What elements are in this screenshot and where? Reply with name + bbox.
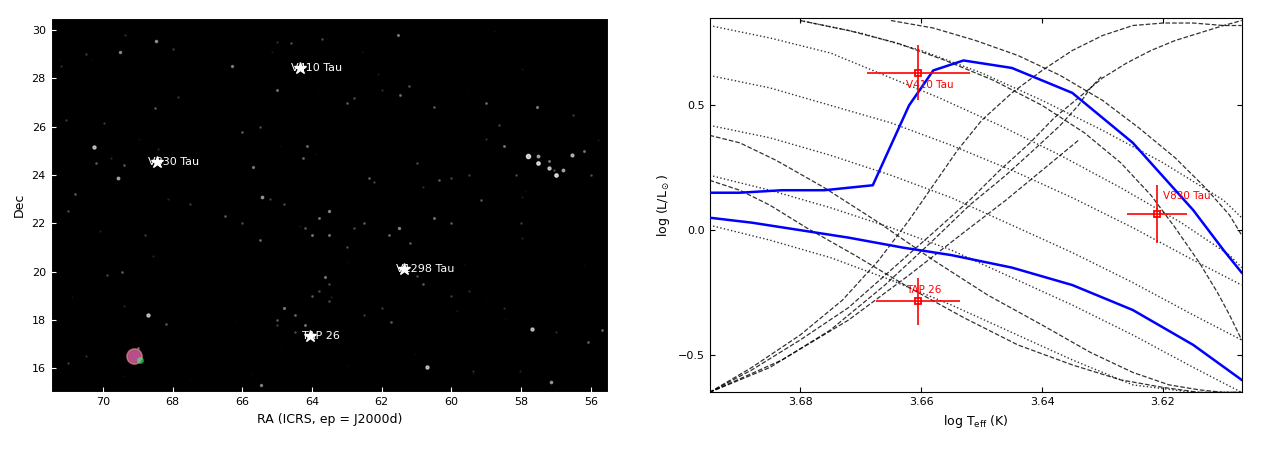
- Text: V1298 Tau: V1298 Tau: [395, 264, 454, 274]
- Y-axis label: Dec: Dec: [13, 193, 27, 217]
- Text: V830 Tau: V830 Tau: [148, 157, 199, 167]
- Text: TAP 26: TAP 26: [302, 331, 340, 341]
- Text: TAP 26: TAP 26: [906, 285, 941, 295]
- Text: V410 Tau: V410 Tau: [291, 63, 342, 73]
- Y-axis label: log (L/L$_\odot$): log (L/L$_\odot$): [655, 174, 672, 237]
- Text: V410 Tau: V410 Tau: [906, 80, 954, 90]
- X-axis label: log T$_\mathrm{eff}$ (K): log T$_\mathrm{eff}$ (K): [943, 413, 1009, 430]
- X-axis label: RA (ICRS, ep = J2000d): RA (ICRS, ep = J2000d): [257, 413, 402, 426]
- Text: V830 Tau: V830 Tau: [1163, 192, 1211, 202]
